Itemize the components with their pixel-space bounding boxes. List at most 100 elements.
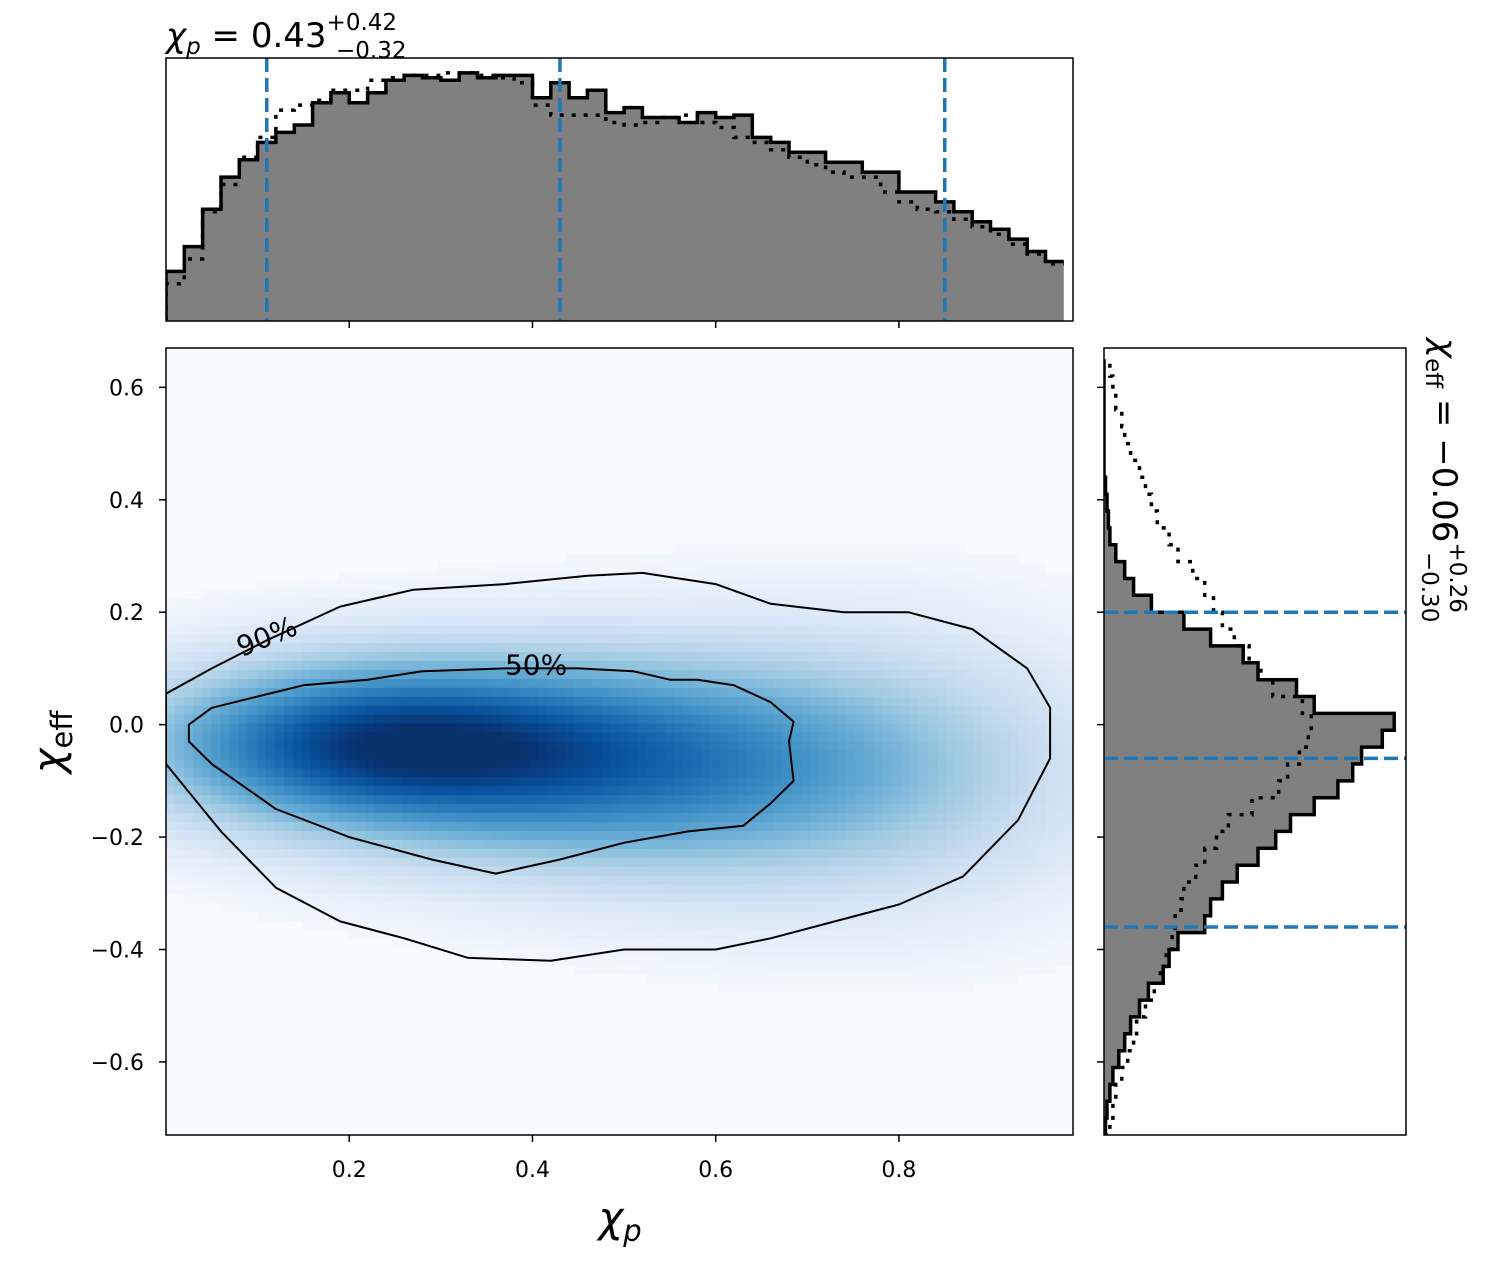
density-cell [791, 678, 802, 689]
density-cell [401, 643, 412, 653]
density-cell [1018, 598, 1029, 608]
contour-label: 50% [505, 648, 567, 681]
density-cell [809, 669, 820, 680]
density-cell [256, 866, 267, 877]
density-cell [746, 920, 757, 930]
top-histogram-step [166, 71, 1064, 321]
density-cell [728, 607, 739, 617]
density-cell [755, 777, 766, 787]
density-cell [746, 598, 757, 608]
density-cell [238, 634, 249, 644]
density-cell [909, 938, 920, 948]
density-cell [682, 902, 693, 913]
density-cell [283, 839, 294, 850]
density-cell [927, 723, 938, 734]
density-cell [184, 804, 194, 814]
density-cell [982, 750, 992, 760]
density-cell [701, 848, 711, 859]
density-cell [819, 598, 829, 608]
density-cell [909, 947, 920, 957]
density-cell [755, 947, 766, 957]
density-cell [401, 607, 412, 617]
density-cell [256, 857, 267, 868]
density-cell [583, 732, 593, 743]
density-cell [891, 562, 902, 573]
density-cell [474, 938, 485, 948]
density-cell [846, 634, 856, 644]
density-cell [773, 562, 784, 573]
density-cell [846, 866, 856, 877]
density-cell [1018, 929, 1029, 939]
density-cell [737, 786, 748, 796]
density-cell [474, 571, 485, 582]
density-cell [474, 652, 485, 662]
density-cell [737, 562, 748, 573]
density-cell [719, 723, 729, 734]
density-cell [900, 705, 911, 716]
density-cell [982, 929, 992, 939]
density-cell [202, 830, 212, 841]
density-cell [628, 580, 639, 591]
density-cell [265, 848, 276, 859]
density-cell [764, 768, 775, 778]
density-cell [946, 884, 956, 895]
density-cell [419, 580, 430, 591]
density-cell [955, 669, 965, 680]
density-cell [429, 875, 439, 886]
main-axes-frame [165, 347, 1074, 1136]
density-cell [537, 741, 548, 752]
density-cell [946, 956, 956, 966]
density-cell [184, 884, 194, 895]
density-cell [973, 723, 983, 734]
density-cell [664, 562, 675, 573]
density-cell [828, 598, 838, 608]
density-cell [256, 902, 267, 913]
density-cell [374, 929, 385, 939]
density-cell [637, 947, 648, 957]
density-cell [746, 974, 757, 984]
density-cell [238, 875, 249, 886]
density-cell [809, 821, 820, 832]
density-cell [356, 929, 367, 939]
density-cell [374, 687, 385, 698]
density-cell [1027, 929, 1038, 939]
right-histogram-step [1104, 359, 1396, 1135]
density-cell [1027, 705, 1038, 716]
density-cell [891, 920, 902, 930]
density-cell [211, 705, 222, 716]
density-cell [392, 893, 403, 904]
density-cell [692, 786, 702, 796]
density-cell [982, 804, 992, 814]
credible-contours: 50%90% [166, 571, 1052, 962]
density-cell [356, 830, 367, 841]
density-cell [673, 947, 684, 957]
density-cell [347, 571, 358, 582]
density-cell [800, 705, 811, 716]
density-cell [456, 875, 466, 886]
density-cell [556, 750, 566, 760]
density-cell [701, 741, 711, 752]
density-cell [619, 777, 630, 787]
density-cell [175, 804, 185, 814]
density-cell [401, 678, 412, 689]
density-cell [773, 848, 784, 859]
density-cell [565, 821, 575, 832]
density-cell [800, 759, 811, 769]
density-cell [1000, 866, 1011, 877]
density-cell [347, 866, 358, 877]
density-cell [882, 678, 893, 689]
density-cell [701, 795, 711, 805]
density-cell [973, 589, 983, 600]
density-cell [175, 848, 185, 859]
density-cell [583, 741, 593, 752]
density-cell [483, 652, 494, 662]
density-cell [964, 661, 974, 671]
density-cell [710, 661, 720, 671]
density-cell [664, 929, 675, 939]
density-cell [311, 830, 321, 841]
density-cell [465, 616, 475, 626]
density-cell [329, 652, 339, 662]
density-cell [628, 714, 639, 725]
density-cell [900, 652, 911, 662]
density-cell [809, 571, 820, 582]
